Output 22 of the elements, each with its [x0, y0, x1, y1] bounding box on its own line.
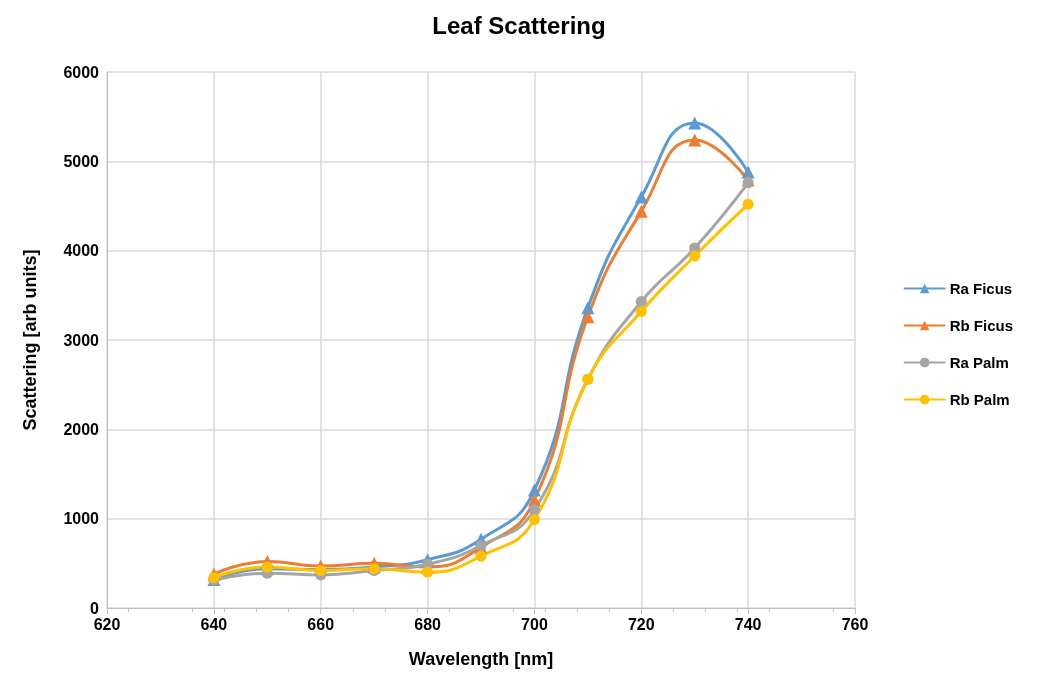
legend-label: Rb Ficus [949, 317, 1013, 334]
x-tick-label: 640 [200, 615, 228, 633]
legend-label: Rb Palm [949, 391, 1010, 408]
x-axis-title: Wavelength [nm] [408, 649, 554, 669]
x-tick-label: 620 [93, 615, 121, 633]
x-tick-label: 740 [734, 615, 762, 633]
x-tick-label: 700 [521, 615, 548, 633]
x-tick-label: 680 [414, 615, 442, 633]
y-tick-label: 0 [90, 599, 100, 617]
y-tick-label: 4000 [63, 242, 100, 260]
legend-label: Ra Ficus [949, 280, 1013, 297]
legend-label: Ra Palm [949, 354, 1009, 371]
y-tick-label: 3000 [63, 331, 100, 349]
x-tick-label: 720 [627, 615, 655, 633]
chart-title: Leaf Scattering [432, 11, 606, 39]
x-tick-label: 660 [307, 615, 335, 633]
y-tick-label: 5000 [63, 152, 100, 170]
y-tick-label: 6000 [63, 63, 100, 81]
y-tick-label: 1000 [63, 510, 100, 528]
y-tick-label: 2000 [63, 420, 100, 438]
y-axis-title: Scattering [arb units] [20, 249, 40, 431]
x-tick-label: 760 [841, 615, 869, 633]
